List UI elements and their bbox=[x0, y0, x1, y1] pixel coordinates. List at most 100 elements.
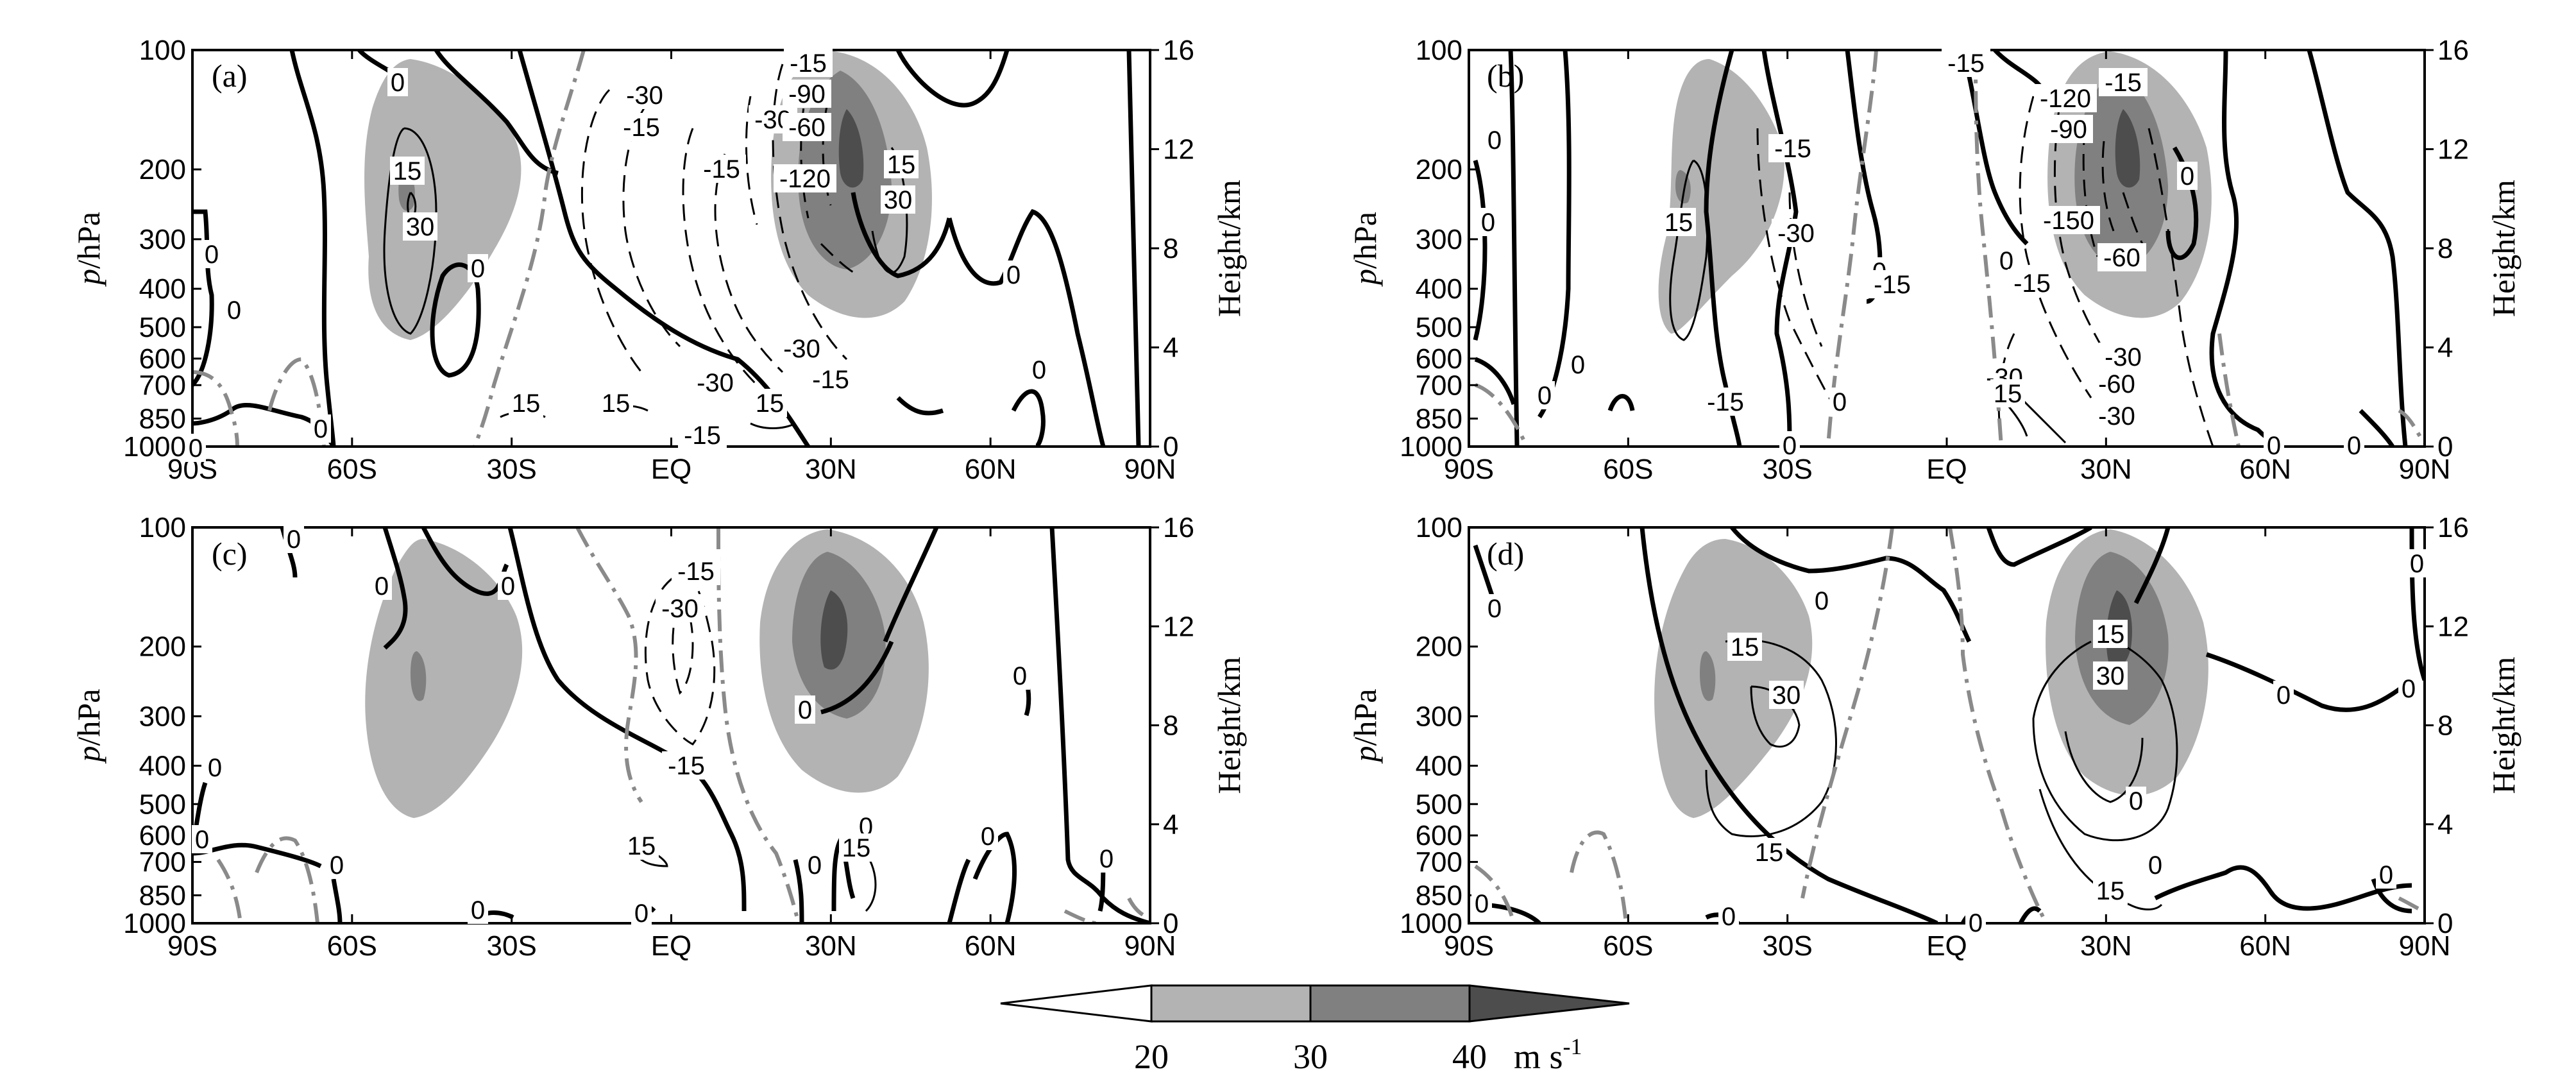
panel-b-ytick-label: 100 bbox=[1416, 35, 1462, 66]
panel-c-ytick-label: 400 bbox=[139, 750, 186, 781]
panel-c-contour-label-bg bbox=[284, 525, 304, 553]
panel-b-ytick-label: 600 bbox=[1416, 343, 1462, 375]
panel-a-xtick-label: EQ bbox=[651, 454, 692, 485]
panel-b-rtick-label: 12 bbox=[2437, 134, 2469, 166]
panel-d-ytick-label: 400 bbox=[1416, 750, 1462, 781]
panel-a-contour-label-bg bbox=[403, 212, 437, 241]
panel-d-contour-label-bg bbox=[1811, 586, 1832, 615]
panel-c-ytick-label: 1000 bbox=[123, 908, 186, 939]
panel-c-contour-label-bg bbox=[1096, 844, 1117, 873]
panel-b-contour-label-bg bbox=[1661, 208, 1696, 236]
panel-d-contour-label: 15 bbox=[1755, 839, 1784, 867]
panel-a-contour-label-bg bbox=[691, 368, 740, 397]
panel-c-ytick-label: 100 bbox=[139, 512, 186, 543]
panel-b-contour-label-bg bbox=[2034, 84, 2097, 112]
panel-b-contour-label: 0 bbox=[1538, 382, 1552, 410]
panel-a-ytick-label: 1000 bbox=[123, 431, 186, 463]
panel-d-contour-label-bg bbox=[2093, 661, 2128, 690]
panel-a-contour-label: 15 bbox=[393, 157, 422, 185]
panel-b-contour-label: 15 bbox=[1665, 209, 1693, 237]
panel-c-xtick-label: 60S bbox=[327, 930, 377, 962]
colorbar-tick-30: 30 bbox=[1293, 1037, 1328, 1076]
panel-c-contour-label: 0 bbox=[330, 851, 344, 880]
panel-d-xtick-label: 90S bbox=[1444, 930, 1494, 962]
panel-a-contour-label-bg bbox=[806, 365, 855, 393]
panel-d-contour-label: 0 bbox=[1969, 909, 1983, 937]
panel-c-ytick-label: 700 bbox=[139, 846, 186, 878]
panel-b-contour-label-bg bbox=[2037, 206, 2100, 234]
colorbar-tick-40: 40 bbox=[1452, 1037, 1487, 1076]
panel-a-ytick-label: 700 bbox=[139, 370, 186, 401]
panel-b-zero-contours bbox=[1473, 50, 2408, 447]
panel-d-contour-label-bg bbox=[2407, 549, 2427, 577]
panel-c-contour-label: 15 bbox=[627, 832, 656, 860]
panel-d-label: (d) bbox=[1487, 536, 1524, 572]
panel-b-ytick-label: 500 bbox=[1416, 312, 1462, 343]
panel-b-contour-label: -15 bbox=[2013, 269, 2051, 298]
panel-d-plot-area bbox=[1473, 527, 2425, 923]
panel-a-contour-label: -15 bbox=[623, 114, 660, 142]
panel-b-y-left-title: p/hPa bbox=[1347, 212, 1383, 287]
panel-b-contour-label: 0 bbox=[1999, 247, 2013, 275]
panel-c-contour-label: 0 bbox=[195, 826, 209, 854]
panel-b-contour-label-bg bbox=[2264, 431, 2284, 459]
panel-b-ytick-label: 1000 bbox=[1400, 431, 1462, 463]
panel-a-rtick-label: 16 bbox=[1163, 35, 1194, 66]
panel-a-contour-label: 0 bbox=[471, 255, 485, 283]
panel-a-contour-label: -15 bbox=[812, 366, 849, 394]
panel-a-contour-label-bg bbox=[387, 68, 408, 96]
panel-c-contour-label-bg bbox=[498, 572, 518, 600]
panel-d-contour-label: 0 bbox=[1722, 903, 1736, 931]
panel-a-contour-label-bg bbox=[777, 334, 826, 362]
panel-b-contour-label: 0 bbox=[1571, 351, 1585, 379]
panel-d-shade-20 bbox=[1654, 539, 1813, 818]
panel-b-contour-label-bg bbox=[1568, 350, 1588, 379]
panel-d-rtick-label: 4 bbox=[2437, 809, 2453, 840]
panel-a-ytick-label: 300 bbox=[139, 224, 186, 255]
panel-d-ytick-label: 1000 bbox=[1400, 908, 1462, 939]
panel-c-ytick-label: 300 bbox=[139, 701, 186, 732]
panel-c-contour-label-bg bbox=[624, 831, 659, 860]
panel-b-xtick-label: EQ bbox=[1926, 454, 1967, 485]
panel-b-contour-label: 0 bbox=[1783, 432, 1797, 460]
panel-d-contour-label: 0 bbox=[2129, 787, 2143, 815]
panel-b-y-right: 0 4 8 12 16 Height/km bbox=[2425, 35, 2521, 463]
panel-c-ytick-label: 850 bbox=[139, 880, 186, 911]
panel-b-contour-label: 0 bbox=[2267, 432, 2281, 460]
panel-a-ytick-label: 850 bbox=[139, 403, 186, 434]
panel-d-contour-label-bg bbox=[2145, 851, 2165, 879]
panel-c-dashdot bbox=[216, 527, 1150, 923]
panel-d-contour-label: 0 bbox=[2402, 675, 2416, 703]
panel-b-rtick-label: 8 bbox=[2437, 233, 2453, 264]
panel-b-contour-label-bg bbox=[1829, 388, 1850, 416]
colorbar-tick-20: 20 bbox=[1134, 1037, 1169, 1076]
panel-a-contour-label: 15 bbox=[512, 389, 541, 418]
panel-c-ytick-label: 200 bbox=[139, 631, 186, 663]
panel-c-shade-40 bbox=[820, 590, 848, 670]
panel-d-xtick-label: 30N bbox=[2080, 930, 2132, 962]
panel-c-rtick-label: 0 bbox=[1163, 908, 1178, 939]
panel-b-contour-label: 0 bbox=[2180, 162, 2194, 191]
panel-b-shade-20 bbox=[1658, 59, 1784, 334]
panel-b-contour-label: 0 bbox=[2347, 432, 2361, 460]
panel-b-contour-label-bg bbox=[1534, 381, 1555, 409]
panel-c-contour-label: 0 bbox=[634, 900, 648, 928]
panel-a-label: (a) bbox=[212, 58, 248, 94]
panel-b-ytick-label: 300 bbox=[1416, 224, 1462, 255]
panel-a-contour-label: -15 bbox=[790, 49, 827, 78]
panel-a-contour-label: -15 bbox=[703, 155, 740, 183]
panel-b-contour-label: -120 bbox=[2040, 85, 2091, 113]
panel-d-contour-label: 0 bbox=[2379, 861, 2393, 889]
panel-d-ytick-label: 700 bbox=[1416, 846, 1462, 878]
colorbar-seg-2 bbox=[1309, 984, 1471, 1023]
panel-c-plot-area bbox=[192, 527, 1150, 923]
panel-c-contour-label-bg bbox=[192, 825, 212, 853]
panel-c: 90S 60S 30S EQ 30N 60N 90N 1002003004005006007… bbox=[71, 512, 1247, 962]
colorbar-seg-0 bbox=[1000, 984, 1153, 1023]
panel-c-contour-label: 0 bbox=[1099, 845, 1114, 873]
panel-a-contour-label-bg bbox=[784, 49, 833, 77]
panel-d-contour-label-bg bbox=[2376, 860, 2396, 889]
